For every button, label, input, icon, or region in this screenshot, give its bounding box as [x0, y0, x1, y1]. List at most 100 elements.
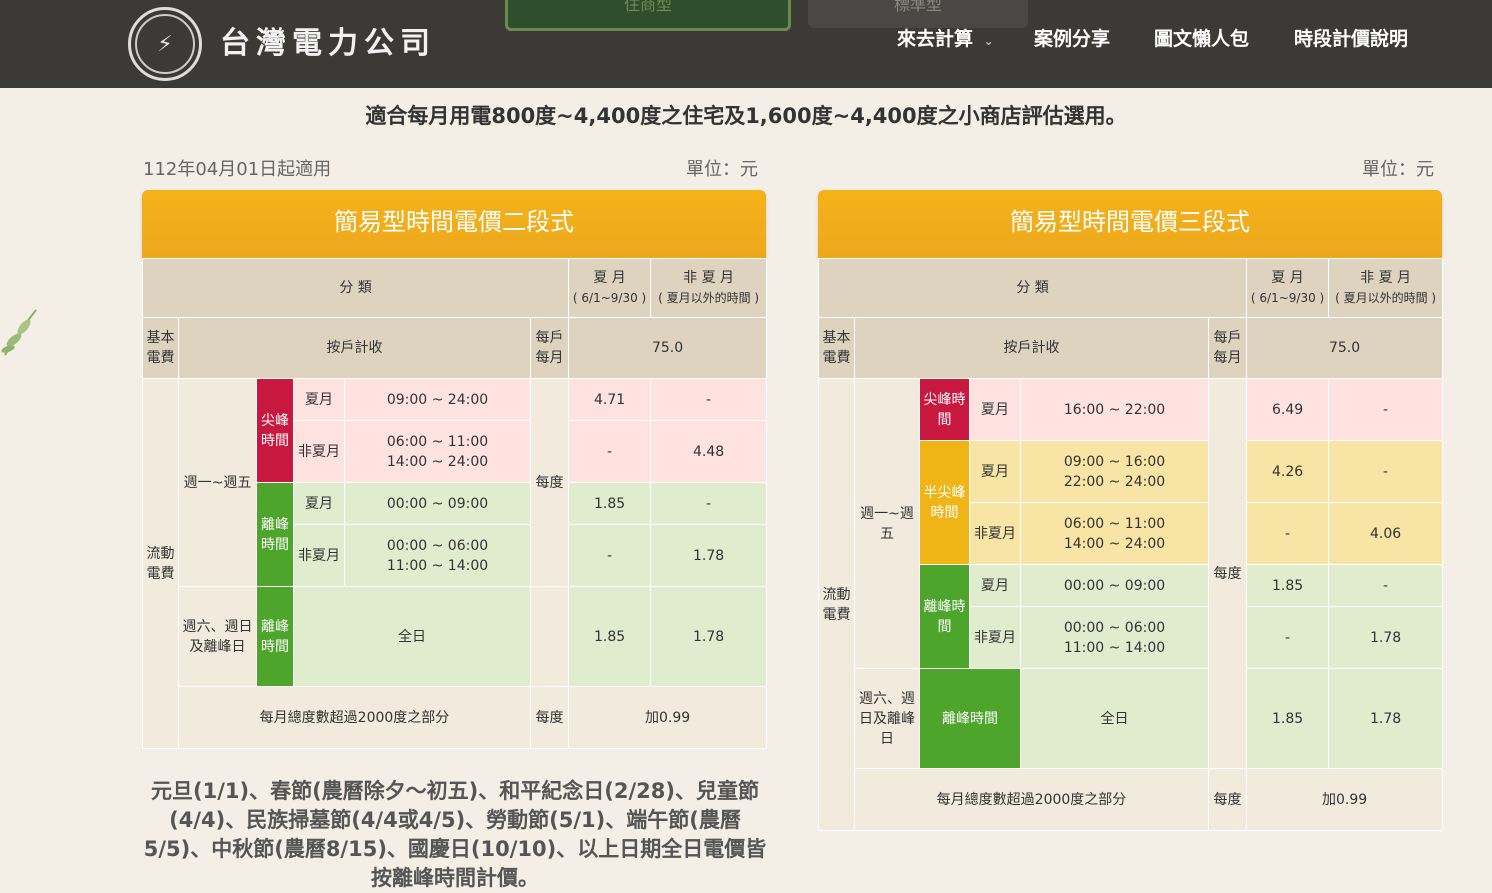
peak-time-label: 尖峰時間	[256, 378, 294, 483]
weekday-label: 週一~週五	[178, 378, 257, 587]
nav-infographic[interactable]: 圖文懶人包	[1154, 28, 1250, 50]
off-ns-time-2: 11:00 ~ 14:00	[386, 557, 489, 574]
effective-date: 112年04月01日起適用	[143, 159, 332, 180]
semi-summer-time-2: 22:00 ~ 24:00	[1063, 473, 1166, 490]
off-summer-ns-value: -	[650, 482, 768, 525]
intro-text: 適合每月用電800度~4,400度之住宅及1,600度~4,400度之小商店評估…	[365, 104, 1127, 128]
per-kwh-label: 每度	[1207, 768, 1248, 831]
per-month-label: 每戶每月	[1207, 317, 1248, 379]
nav-calc-label: 來去計算	[897, 28, 974, 50]
non-summer-header: 非 夏 月 ( 夏月以外的時間 )	[650, 258, 768, 318]
semi-ns-time-1: 06:00 ~ 11:00	[1063, 515, 1166, 532]
non-summer-range: ( 夏月以外的時間 )	[1335, 291, 1437, 305]
non-summer-short-label: 非夏月	[293, 420, 345, 483]
summer-range: ( 6/1~9/30 )	[572, 291, 647, 305]
off-summer-time: 00:00 ~ 09:00	[1020, 564, 1209, 607]
off-summer-value: 1.85	[1246, 564, 1330, 607]
basic-fee-label: 基本電費	[142, 317, 179, 379]
semi-summer-ns-value: -	[1328, 440, 1444, 503]
per-month-label: 每戶每月	[529, 317, 570, 379]
over-2000-label: 每月總度數超過2000度之部分	[178, 686, 531, 749]
tab-residential-label: 住商型	[623, 0, 672, 14]
non-summer-short-label: 非夏月	[293, 524, 345, 587]
three-tier-card: 簡易型時間電價三段式 分 類 夏 月 ( 6/1~9/30 ) 非 夏 月 ( 夏月…	[817, 190, 1444, 831]
basic-fee-label: 基本電費	[818, 317, 855, 379]
basic-fee-value: 75.0	[1246, 317, 1444, 379]
peak-ns-time: 06:00 ~ 11:00 14:00 ~ 24:00	[344, 420, 531, 483]
holiday-note: 元旦(1/1)、春節(農曆除夕～初五)、和平紀念日(2/28)、兒童節(4/4)…	[143, 779, 767, 890]
weekend-label: 週六、週日及離峰日	[178, 586, 257, 687]
peak-ns-s-value: -	[568, 420, 652, 483]
per-household-label: 按戶計收	[854, 317, 1209, 379]
per-kwh-label: 每度	[1207, 378, 1248, 769]
nav-cases[interactable]: 案例分享	[1034, 28, 1111, 50]
per-kwh-label	[529, 586, 570, 687]
logo-emblem-icon: ⚡	[135, 14, 195, 74]
summer-header: 夏 月 ( 6/1~9/30 )	[1246, 258, 1330, 318]
peak-time-label: 尖峰時間	[919, 378, 970, 441]
summer-short-label: 夏月	[969, 440, 1021, 503]
peak-ns-value: -	[1328, 378, 1444, 441]
off-peak-time-label: 離峰時間	[919, 564, 970, 669]
per-household-label: 按戶計收	[178, 317, 531, 379]
peak-ns-value: 4.48	[650, 420, 768, 483]
semi-summer-value: 4.26	[1246, 440, 1330, 503]
flow-fee-label: 流動電費	[142, 378, 179, 749]
all-day-label: 全日	[1020, 668, 1209, 769]
leaf-decoration-icon	[0, 305, 40, 360]
tab-residential-partial[interactable]: 住商型	[505, 0, 791, 31]
semi-ns-time: 06:00 ~ 11:00 14:00 ~ 24:00	[1020, 502, 1209, 565]
weekday-label: 週一~週五	[854, 378, 920, 669]
non-summer-short-label: 非夏月	[969, 502, 1021, 565]
off-peak-time-label: 離峰時間	[256, 482, 294, 587]
peak-summer-time: 09:00 ~ 24:00	[344, 378, 531, 421]
semi-ns-time-2: 14:00 ~ 24:00	[1063, 535, 1166, 552]
category-header: 分 類	[141, 258, 570, 318]
weekend-ns-value: 1.78	[650, 586, 768, 687]
tab-standard-partial[interactable]: 標準型	[808, 0, 1028, 28]
peak-ns-time-1: 06:00 ~ 11:00	[386, 433, 489, 450]
non-summer-short-label: 非夏月	[969, 606, 1021, 669]
off-summer-ns-value: -	[1328, 564, 1444, 607]
over-2000-label: 每月總度數超過2000度之部分	[854, 768, 1209, 831]
non-summer-label: 非 夏 月	[683, 270, 735, 286]
two-tier-table: 分 類 夏 月 ( 6/1~9/30 ) 非 夏 月 ( 夏月以外的時間 ) 基本電…	[141, 258, 768, 749]
tab-standard-label: 標準型	[893, 0, 942, 14]
flow-fee-label: 流動電費	[818, 378, 855, 831]
off-summer-value: 1.85	[568, 482, 652, 525]
summer-short-label: 夏月	[293, 482, 345, 525]
over-2000-value: 加0.99	[1246, 768, 1444, 831]
taipower-logo[interactable]: ⚡	[128, 7, 202, 81]
summer-short-label: 夏月	[293, 378, 345, 421]
all-day-label: 全日	[293, 586, 531, 687]
off-summer-time: 00:00 ~ 09:00	[344, 482, 531, 525]
three-tier-title: 簡易型時間電價三段式	[818, 190, 1442, 258]
off-peak-time-label: 離峰時間	[256, 586, 294, 687]
non-summer-range: ( 夏月以外的時間 )	[658, 291, 760, 305]
semi-summer-time-1: 09:00 ~ 16:00	[1063, 453, 1166, 470]
non-summer-header: 非 夏 月 ( 夏月以外的時間 )	[1328, 258, 1444, 318]
summer-header: 夏 月 ( 6/1~9/30 )	[568, 258, 652, 318]
unit-label-right: 單位：元	[1362, 159, 1434, 180]
brand-name[interactable]: 台灣電力公司	[220, 26, 436, 61]
summer-range: ( 6/1~9/30 )	[1250, 291, 1325, 305]
summer-label: 夏 月	[593, 270, 626, 286]
basic-fee-value: 75.0	[568, 317, 768, 379]
semi-ns-value: 4.06	[1328, 502, 1444, 565]
three-tier-table: 分 類 夏 月 ( 6/1~9/30 ) 非 夏 月 ( 夏月以外的時間 ) 基本電…	[817, 258, 1444, 831]
nav-calc[interactable]: 來去計算 ⌄	[897, 24, 994, 51]
off-ns-value: 1.78	[1328, 606, 1444, 669]
non-summer-label: 非 夏 月	[1360, 270, 1412, 286]
summer-short-label: 夏月	[969, 564, 1021, 607]
weekend-summer-value: 1.85	[1246, 668, 1330, 769]
per-kwh-label: 每度	[529, 378, 570, 587]
chevron-down-icon: ⌄	[983, 34, 994, 48]
off-ns-time: 00:00 ~ 06:00 11:00 ~ 14:00	[1020, 606, 1209, 669]
two-tier-title: 簡易型時間電價二段式	[142, 190, 766, 258]
off-ns-time: 00:00 ~ 06:00 11:00 ~ 14:00	[344, 524, 531, 587]
unit-label-left: 單位：元	[686, 159, 758, 180]
over-2000-value: 加0.99	[568, 686, 768, 749]
two-tier-card: 簡易型時間電價二段式 分 類 夏 月 ( 6/1~9/30 ) 非 夏 月 ( 夏月…	[141, 190, 768, 749]
off-peak-time-label: 離峰時間	[919, 668, 1021, 769]
nav-pricing-info[interactable]: 時段計價說明	[1294, 28, 1409, 50]
